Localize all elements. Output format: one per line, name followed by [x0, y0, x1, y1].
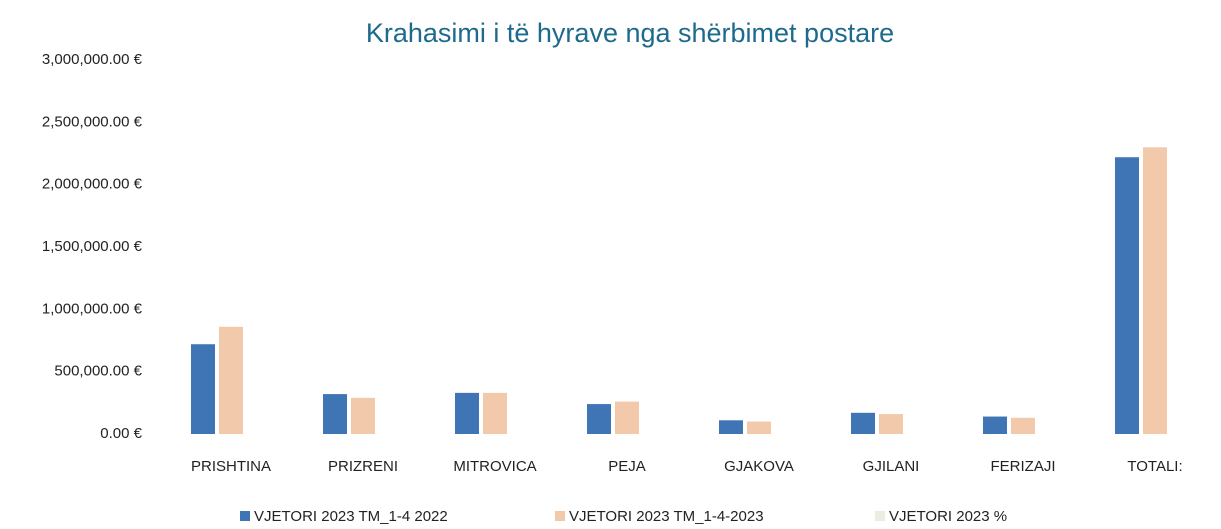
- bar: [351, 397, 375, 434]
- chart-title: Krahasimi i të hyrave nga shërbimet post…: [366, 18, 894, 48]
- x-tick-label: PRISHTINA: [191, 458, 271, 475]
- x-tick-label: MITROVICA: [453, 458, 536, 475]
- legend-swatch: [555, 511, 565, 521]
- x-tick-label: PEJA: [608, 458, 646, 475]
- y-tick-label: 3,000,000.00 €: [42, 51, 143, 68]
- y-tick-label: 1,500,000.00 €: [42, 238, 143, 255]
- bar: [1143, 147, 1167, 434]
- bar: [879, 414, 903, 434]
- bar: [323, 394, 347, 434]
- bar: [747, 421, 771, 434]
- legend-swatch: [240, 511, 250, 521]
- bar: [615, 401, 639, 434]
- bar: [587, 404, 611, 434]
- y-tick-label: 500,000.00 €: [54, 363, 142, 380]
- x-tick-label: GJILANI: [863, 458, 920, 475]
- bar: [191, 344, 215, 434]
- legend-label: VJETORI 2023 TM_1-4-2023: [569, 508, 764, 525]
- legend-swatch: [875, 511, 885, 521]
- bar: [983, 416, 1007, 434]
- y-tick-label: 0.00 €: [100, 425, 142, 442]
- x-tick-label: TOTALI:: [1127, 458, 1182, 475]
- bar: [719, 420, 743, 434]
- bar: [219, 326, 243, 434]
- bar: [851, 412, 875, 434]
- bar: [483, 392, 507, 434]
- y-tick-label: 1,000,000.00 €: [42, 300, 143, 317]
- x-tick-label: PRIZRENI: [328, 458, 398, 475]
- bar: [1011, 417, 1035, 434]
- y-tick-label: 2,500,000.00 €: [42, 113, 143, 130]
- bar: [1115, 157, 1139, 435]
- x-tick-label: FERIZAJI: [990, 458, 1055, 475]
- x-tick-label: GJAKOVA: [724, 458, 794, 475]
- legend-label: VJETORI 2023 %: [889, 508, 1007, 525]
- bar: [455, 392, 479, 434]
- y-tick-label: 2,000,000.00 €: [42, 176, 143, 193]
- legend-label: VJETORI 2023 TM_1-4 2022: [254, 508, 448, 525]
